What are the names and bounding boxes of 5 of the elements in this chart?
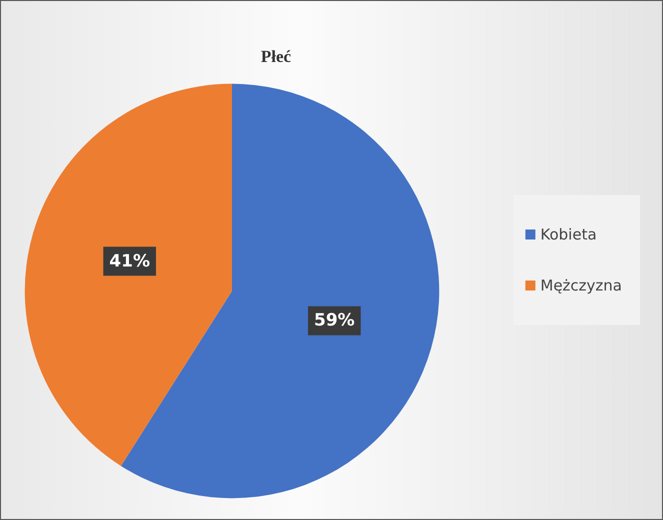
chart-title: Płeć (260, 47, 292, 66)
legend-label: Kobieta (540, 226, 597, 244)
data-label: 41% (109, 251, 150, 272)
legend-label: Mężczyzna (540, 276, 622, 294)
data-label: 59% (314, 310, 355, 331)
